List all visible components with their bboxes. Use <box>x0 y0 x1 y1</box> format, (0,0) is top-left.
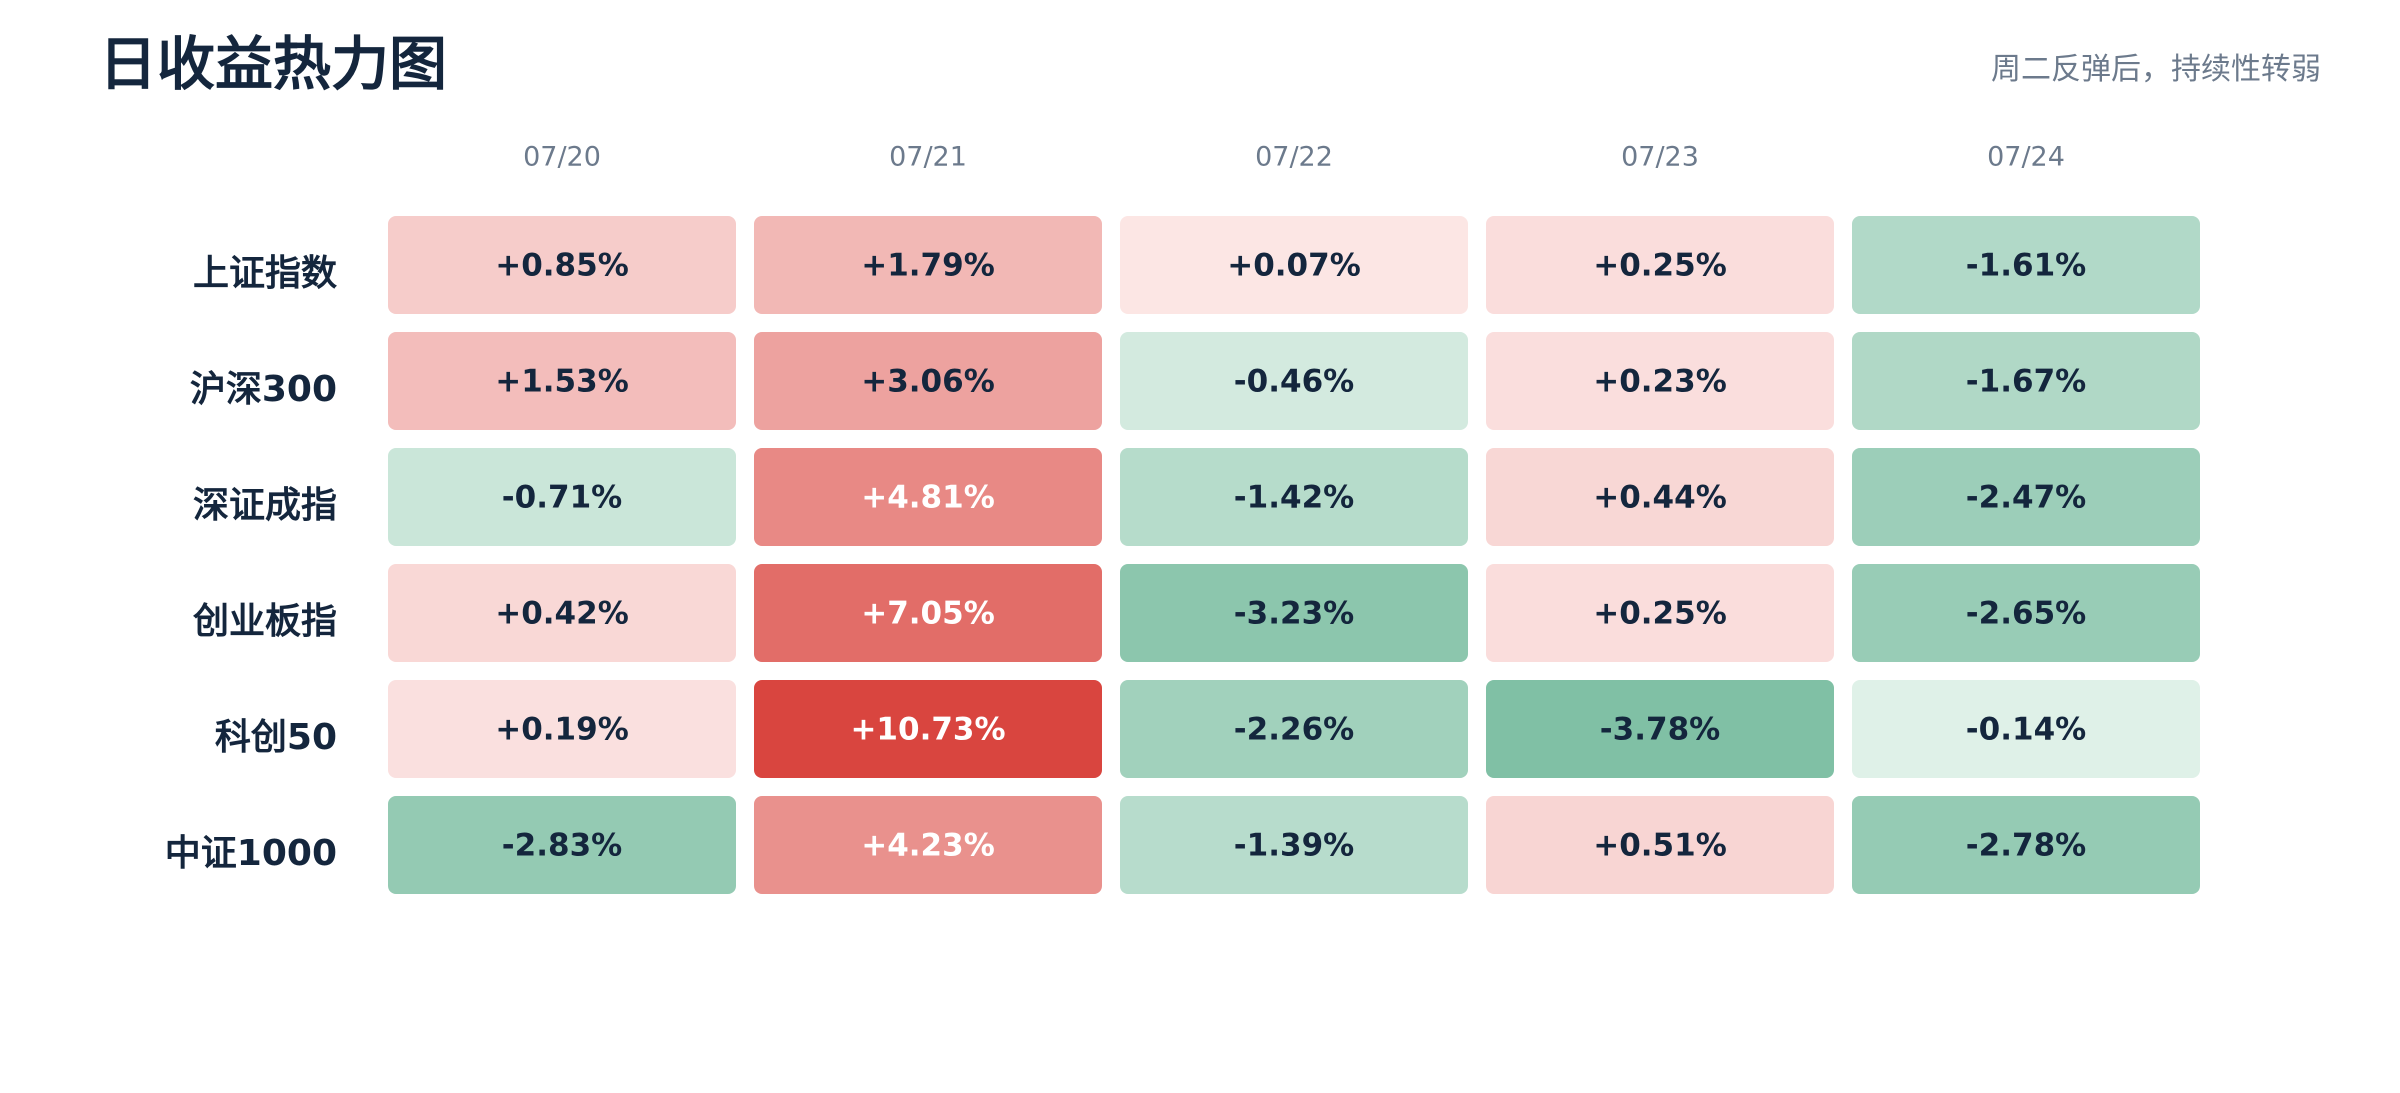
heatmap-cell <box>388 448 736 546</box>
row-label: 上证指数 <box>193 253 337 294</box>
cell-value-label: -2.26% <box>1234 712 1354 748</box>
row-label: 创业板指 <box>193 601 337 642</box>
cell-value-label: +0.42% <box>495 596 629 632</box>
heatmap-cell <box>754 680 1102 778</box>
cell-value-label: -2.47% <box>1966 480 2086 516</box>
row-label: 科创50 <box>215 717 337 758</box>
heatmap-cell <box>1120 680 1468 778</box>
heatmap-cell <box>754 448 1102 546</box>
heatmap-cell <box>1852 448 2200 546</box>
heatmap-cell <box>754 564 1102 662</box>
heatmap-cell <box>1486 680 1834 778</box>
cell-value-label: +4.81% <box>861 480 995 516</box>
heatmap-cell <box>1486 796 1834 894</box>
cell-value-label: +0.25% <box>1593 596 1727 632</box>
cell-value-label: +0.85% <box>495 248 629 284</box>
heatmap-cell <box>1852 680 2200 778</box>
column-label: 07/20 <box>523 142 601 173</box>
column-labels: 07/20 07/21 07/22 07/23 07/24 <box>523 142 2065 173</box>
cell-value-label: -3.23% <box>1234 596 1354 632</box>
heatmap-cell <box>1852 216 2200 314</box>
heatmap-cell <box>388 796 736 894</box>
heatmap-cell <box>388 564 736 662</box>
row-label: 深证成指 <box>193 485 337 526</box>
cell-value-label: -1.39% <box>1234 828 1354 864</box>
heatmap-cell <box>1486 564 1834 662</box>
heatmap-cell <box>1852 332 2200 430</box>
heatmap-cell <box>754 216 1102 314</box>
cell-value-label: -1.67% <box>1966 364 2086 400</box>
cell-value-label: +7.05% <box>861 596 995 632</box>
chart-title: 日收益热力图 <box>99 30 448 98</box>
cell-value-label: -0.14% <box>1966 712 2086 748</box>
column-label: 07/21 <box>889 142 967 173</box>
cell-value-label: +1.53% <box>495 364 629 400</box>
cell-value-label: +0.07% <box>1227 248 1361 284</box>
heatmap-cell <box>754 796 1102 894</box>
heatmap-cell <box>1120 448 1468 546</box>
heatmap-cell <box>388 216 736 314</box>
heatmap-cell <box>1120 332 1468 430</box>
column-label: 07/23 <box>1621 142 1699 173</box>
heatmap-cell <box>388 680 736 778</box>
cell-value-label: +0.44% <box>1593 480 1727 516</box>
cell-value-label: +0.23% <box>1593 364 1727 400</box>
cell-value-label: -2.65% <box>1966 596 2086 632</box>
cell-value-label: +1.79% <box>861 248 995 284</box>
cell-value-label: -2.78% <box>1966 828 2086 864</box>
cell-value-label: +0.19% <box>495 712 629 748</box>
heatmap-cell <box>388 332 736 430</box>
heatmap-cell <box>1486 448 1834 546</box>
cell-value-label: -0.71% <box>502 480 622 516</box>
heatmap-cell <box>754 332 1102 430</box>
chart-subtitle: 周二反弹后，持续性转弱 <box>1991 52 2321 87</box>
column-label: 07/22 <box>1255 142 1333 173</box>
cell-value-label: -1.61% <box>1966 248 2086 284</box>
cell-value-label: -0.46% <box>1234 364 1354 400</box>
cell-value-label: -3.78% <box>1600 712 1720 748</box>
heatmap-cell <box>1120 564 1468 662</box>
cell-value-label: -2.83% <box>502 828 622 864</box>
heatmap-cell <box>1486 216 1834 314</box>
heatmap-cell <box>1852 796 2200 894</box>
cell-value-label: +4.23% <box>861 828 995 864</box>
cell-value-label: -1.42% <box>1234 480 1354 516</box>
row-label: 沪深300 <box>190 369 337 410</box>
cell-value-label: +3.06% <box>861 364 995 400</box>
heatmap-cell <box>1852 564 2200 662</box>
heatmap-cells: +0.85% +1.79% +0.07% +0.25% -1.61% +1.53% +3.0… <box>388 216 2200 894</box>
row-label: 中证1000 <box>165 833 337 874</box>
column-label: 07/24 <box>1987 142 2065 173</box>
cell-value-label: +0.51% <box>1593 828 1727 864</box>
heatmap-cell <box>1120 216 1468 314</box>
heatmap-cell <box>1120 796 1468 894</box>
cell-value-label: +0.25% <box>1593 248 1727 284</box>
heatmap-cell <box>1486 332 1834 430</box>
cell-value-label: +10.73% <box>850 712 1005 748</box>
